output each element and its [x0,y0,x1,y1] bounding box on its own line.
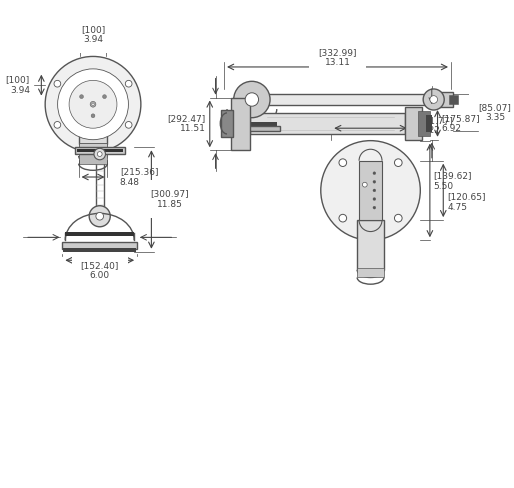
Circle shape [58,69,128,140]
Circle shape [373,189,376,192]
Bar [231,98,250,150]
Circle shape [394,159,402,166]
Bar [224,126,280,131]
Circle shape [373,172,376,175]
Bar [79,102,107,144]
Circle shape [373,206,376,209]
Bar [250,113,405,134]
Circle shape [125,81,132,87]
Bar [227,122,277,126]
Circle shape [89,206,110,227]
Circle shape [92,103,94,105]
Text: [139.62]
5.50: [139.62] 5.50 [434,171,472,190]
Circle shape [90,102,96,107]
Text: [175.87]
6.92: [175.87] 6.92 [442,114,480,133]
Circle shape [125,122,132,128]
Bar [426,115,432,132]
Circle shape [394,214,402,222]
Text: [120.65]
4.75: [120.65] 4.75 [447,192,486,212]
Text: [81.77]
3.22: [81.77] 3.22 [420,116,453,135]
Circle shape [234,81,270,118]
Circle shape [54,122,61,128]
Bar [62,242,137,249]
Bar [63,248,136,252]
Circle shape [91,114,95,118]
Bar [359,161,382,220]
Circle shape [373,198,376,201]
Circle shape [94,148,105,160]
Circle shape [339,214,346,222]
Text: [292.47]
11.51: [292.47] 11.51 [168,114,206,133]
Text: [100]
3.94: [100] 3.94 [81,25,105,44]
Text: [152.40]
6.00: [152.40] 6.00 [81,261,119,281]
Bar [405,107,422,140]
Circle shape [321,141,420,240]
Circle shape [54,81,61,87]
Bar [267,94,432,105]
Circle shape [245,93,259,106]
Circle shape [80,95,83,99]
Circle shape [103,95,106,99]
Text: [100]
3.94: [100] 3.94 [6,76,30,95]
Circle shape [423,89,444,110]
Text: [85.07]
3.35: [85.07] 3.35 [479,102,511,122]
Circle shape [96,212,103,220]
Circle shape [430,96,437,103]
Text: [215.36]
8.48: [215.36] 8.48 [120,167,158,187]
Text: [332.99]
13.11: [332.99] 13.11 [318,48,357,67]
Circle shape [373,181,376,183]
Bar [75,147,124,154]
Text: [300.97]
11.85: [300.97] 11.85 [150,189,189,209]
Bar [79,154,107,163]
Bar [429,92,453,107]
Bar [221,110,233,137]
Circle shape [339,159,346,166]
Bar [357,268,384,278]
Circle shape [362,183,367,187]
Bar [418,111,430,136]
Bar [79,142,107,156]
Bar [357,220,384,270]
Bar [65,232,134,236]
Circle shape [97,152,102,157]
Circle shape [45,57,141,152]
Bar [77,149,123,152]
Circle shape [69,81,117,128]
Bar [449,95,457,104]
